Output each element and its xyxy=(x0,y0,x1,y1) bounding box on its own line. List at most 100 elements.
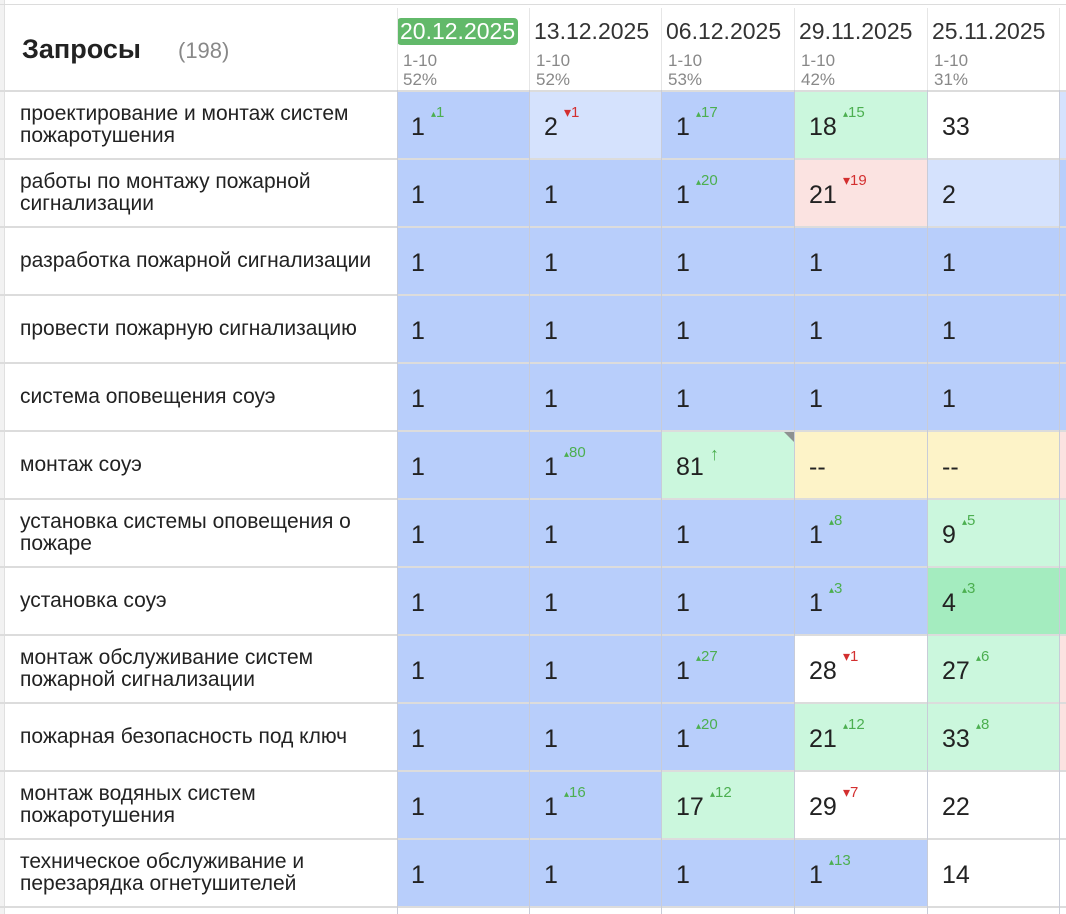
query-text[interactable]: установка системы оповещения о пожаре xyxy=(20,510,351,555)
position-cell[interactable]: 1 xyxy=(662,568,794,634)
position-cell[interactable]: 1 xyxy=(397,296,529,362)
position-cell[interactable]: 1 xyxy=(530,500,662,566)
column-date[interactable]: 13.12.2025 xyxy=(534,18,650,44)
position-cell[interactable]: 1 xyxy=(530,296,662,362)
next-column-cell[interactable] xyxy=(1060,432,1066,498)
query-text[interactable]: установка соуэ xyxy=(20,589,167,612)
position-cell[interactable]: 1 xyxy=(662,364,794,430)
query-text[interactable]: монтаж соуэ xyxy=(20,453,142,476)
position-cell[interactable]: 1 xyxy=(795,228,927,294)
position-cell[interactable]: 18 ▴15 xyxy=(795,92,927,158)
column-date[interactable]: 25.11.2025 xyxy=(932,18,1046,44)
position-cell[interactable]: 1 xyxy=(662,500,794,566)
query-text[interactable]: система оповещения соуэ xyxy=(20,385,276,408)
position-cell[interactable]: 33 xyxy=(928,92,1060,158)
next-column-cell[interactable] xyxy=(1060,228,1066,294)
query-text[interactable]: монтаж водяных систем пожаротушения xyxy=(20,782,256,827)
position-cell[interactable]: -- xyxy=(795,432,927,498)
position-cell[interactable]: 1 xyxy=(928,296,1060,362)
position-cell[interactable]: 1 xyxy=(530,636,662,702)
position-cell[interactable]: 1 xyxy=(397,364,529,430)
position-cell[interactable]: 1 xyxy=(397,500,529,566)
position-cell[interactable]: 1 xyxy=(397,636,529,702)
position-cell[interactable]: 33 ▴8 xyxy=(928,704,1060,770)
column-header[interactable]: 20.12.2025 1-10 52% xyxy=(397,8,529,90)
position-cell[interactable]: 1 xyxy=(397,840,529,906)
position-cell[interactable]: 1 ▴17 xyxy=(662,92,794,158)
position-cell[interactable]: 4 ▴3 xyxy=(928,568,1060,634)
position-cell[interactable]: 21 ▾19 xyxy=(795,160,927,226)
position-cell[interactable]: 14 xyxy=(928,840,1060,906)
next-column-cell[interactable] xyxy=(1060,840,1066,906)
position-cell[interactable]: 1 ▴1 xyxy=(397,92,529,158)
position-cell[interactable]: 1 xyxy=(397,568,529,634)
position-cell[interactable]: -- xyxy=(928,432,1060,498)
query-text[interactable]: разработка пожарной сигнализации xyxy=(20,249,372,272)
next-column-cell[interactable] xyxy=(1060,160,1066,226)
query-text[interactable]: проектирование и монтаж систем пожаротуш… xyxy=(20,102,349,147)
position-cell[interactable]: 1 xyxy=(795,296,927,362)
position-cell[interactable]: 1 ▴3 xyxy=(795,568,927,634)
position-value: 1 xyxy=(809,589,823,617)
position-cell[interactable]: 1 xyxy=(662,228,794,294)
position-cell[interactable]: 1 xyxy=(397,704,529,770)
position-cell[interactable]: 1 xyxy=(662,296,794,362)
next-column-cell[interactable] xyxy=(1060,636,1066,702)
column-header[interactable]: 06.12.2025 1-10 53% xyxy=(662,8,794,90)
position-cell[interactable]: 1 xyxy=(530,228,662,294)
position-cell[interactable]: 17 ▴12 xyxy=(662,772,794,838)
note-corner-icon[interactable] xyxy=(784,432,794,442)
column-date[interactable]: 06.12.2025 xyxy=(666,18,782,44)
position-cell[interactable]: 1 xyxy=(397,228,529,294)
column-date[interactable]: 29.11.2025 xyxy=(799,18,913,44)
next-column-cell[interactable] xyxy=(1060,704,1066,770)
queries-header-title[interactable]: Запросы xyxy=(22,34,141,64)
position-cell[interactable]: 1 ▴20 xyxy=(662,704,794,770)
position-cell[interactable]: 2 xyxy=(928,160,1060,226)
position-cell[interactable]: 1 ▴16 xyxy=(530,772,662,838)
row-divider xyxy=(0,634,1066,636)
position-cell[interactable]: 1 xyxy=(397,432,529,498)
position-cell[interactable]: 1 xyxy=(530,840,662,906)
query-text[interactable]: техническое обслуживание и перезарядка о… xyxy=(20,850,305,895)
position-cell[interactable]: 1 ▴80 xyxy=(530,432,662,498)
column-date[interactable]: 20.12.2025 xyxy=(397,18,519,45)
column-header[interactable]: 25.11.2025 1-10 31% xyxy=(928,8,1060,90)
position-cell[interactable]: 1 xyxy=(662,840,794,906)
query-text[interactable]: монтаж обслуживание систем пожарной сигн… xyxy=(20,646,314,691)
position-value: 1 xyxy=(544,725,558,753)
position-cell[interactable]: 1 ▴27 xyxy=(662,636,794,702)
position-cell[interactable]: 81 ↑ xyxy=(662,432,794,498)
position-cell[interactable]: 22 xyxy=(928,772,1060,838)
query-text[interactable]: работы по монтажу пожарной сигнализации xyxy=(20,170,311,215)
position-cell[interactable]: 21 ▴12 xyxy=(795,704,927,770)
position-cell[interactable]: 1 ▴20 xyxy=(662,160,794,226)
position-cell[interactable]: 9 ▴5 xyxy=(928,500,1060,566)
position-cell[interactable]: 1 xyxy=(397,772,529,838)
next-column-cell[interactable] xyxy=(1060,92,1066,158)
position-cell[interactable]: 1 ▴8 xyxy=(795,500,927,566)
position-cell[interactable]: 1 xyxy=(530,160,662,226)
position-cell[interactable]: 1 xyxy=(530,704,662,770)
position-cell[interactable]: 1 xyxy=(397,160,529,226)
position-cell[interactable]: 2 ▾1 xyxy=(530,92,662,158)
query-text[interactable]: пожарная безопасность под ключ xyxy=(20,725,348,748)
position-cell[interactable]: 1 ▴13 xyxy=(795,840,927,906)
position-cell[interactable]: 1 xyxy=(928,228,1060,294)
next-column-cell[interactable] xyxy=(1060,500,1066,566)
position-cell[interactable]: 29 ▾7 xyxy=(795,772,927,838)
column-header[interactable]: 29.11.2025 1-10 42% xyxy=(795,8,927,90)
query-text[interactable]: провести пожарную сигнализацию xyxy=(20,317,357,340)
position-cell[interactable]: 28 ▾1 xyxy=(795,636,927,702)
next-column-cell[interactable] xyxy=(1060,296,1066,362)
position-cell[interactable]: 1 xyxy=(530,568,662,634)
position-cell[interactable]: 1 xyxy=(928,364,1060,430)
next-column-cell[interactable] xyxy=(1060,364,1066,430)
column-header[interactable]: 13.12.2025 1-10 52% xyxy=(530,8,662,90)
position-cell[interactable]: 1 xyxy=(795,364,927,430)
next-column-cell[interactable] xyxy=(1060,568,1066,634)
delta-value: 15 xyxy=(848,104,865,121)
position-cell[interactable]: 27 ▴6 xyxy=(928,636,1060,702)
next-column-cell[interactable] xyxy=(1060,772,1066,838)
position-cell[interactable]: 1 xyxy=(530,364,662,430)
